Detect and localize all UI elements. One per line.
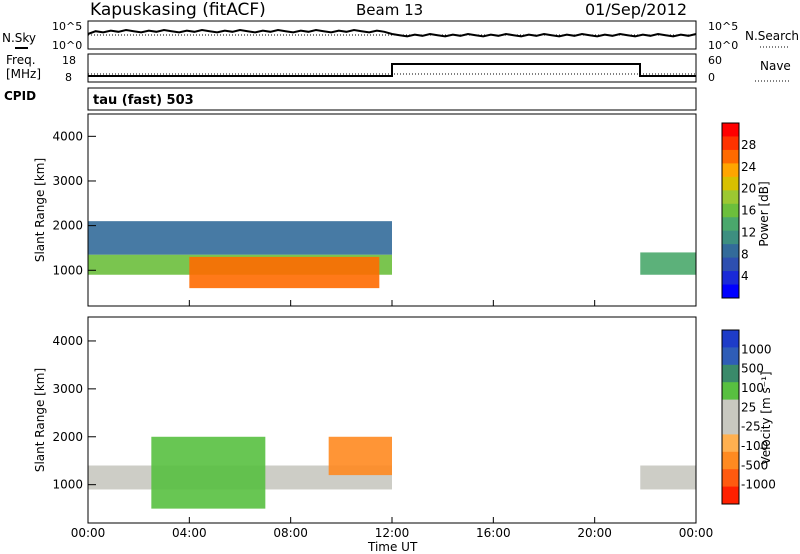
power-cbar-label: Power [dB] xyxy=(757,181,771,246)
nave-tick-bottom: 0 xyxy=(708,71,715,84)
power-heat-cell-2 xyxy=(189,256,380,289)
vel-ticks-label-1: 3000 xyxy=(52,382,83,396)
power-cbar-swatch-12 xyxy=(722,284,739,299)
velocity-colorbar: 1000 500 100 25 -25 -100 -500 -1000 xyxy=(721,329,776,505)
nave-label: Nave xyxy=(760,59,791,73)
power-cbar-tick-2: 20 xyxy=(741,182,756,196)
power-colorbar: 28 24 20 16 12 8 4 xyxy=(721,122,756,299)
power-cbar-tick-5: 8 xyxy=(741,247,749,261)
vel-heat-cell-1 xyxy=(151,436,266,509)
power-cbar-swatch-2 xyxy=(722,149,739,164)
power-cbar-swatch-5 xyxy=(722,190,739,205)
vel-cbar-frame xyxy=(721,329,740,505)
vel-cbar-swatch-2 xyxy=(722,364,739,383)
power-ticks-label-2: 2000 xyxy=(52,219,83,233)
freq-tick-top: 18 xyxy=(62,54,76,67)
power-cbar-swatch-3 xyxy=(722,163,739,178)
station-title: Kapuskasing (fitACF) xyxy=(90,0,266,20)
power-panel: 4000 3000 2000 1000 Slant Range [km] 28 24 20… xyxy=(33,113,771,307)
x-tick-label-5: 20:00 xyxy=(577,526,612,540)
vel-cbar-swatch-9 xyxy=(722,486,739,505)
x-axis-tick-labels: 00:00 04:00 08:00 12:00 16:00 20:00 00:00 xyxy=(71,300,714,540)
power-axis-ticks: 4000 3000 2000 1000 xyxy=(52,129,96,277)
power-cbar-tick-1: 24 xyxy=(741,160,756,174)
freq-label: Freq. xyxy=(6,53,36,67)
vel-cbar-swatch-7 xyxy=(722,451,739,470)
vel-cbar-swatch-0 xyxy=(722,330,739,348)
vel-cbar-tick-3: 25 xyxy=(741,400,756,414)
freq-tick-bottom: 8 xyxy=(65,71,72,84)
velocity-ylabel: Slant Range [km] xyxy=(33,368,47,472)
power-ticks-label-1: 3000 xyxy=(52,174,83,188)
power-cbar-swatch-8 xyxy=(722,230,739,245)
power-cbar-tick-4: 12 xyxy=(741,225,756,239)
vel-cbar-tick-6: -500 xyxy=(741,458,768,472)
noise-tick-top-left: 10^5 xyxy=(52,20,82,33)
power-cbar-swatch-7 xyxy=(722,217,739,232)
freq-unit-label: [MHz] xyxy=(6,67,41,81)
vel-cbar-swatch-8 xyxy=(722,469,739,488)
noise-tick-top-right: 10^5 xyxy=(708,20,738,33)
x-tick-label-0: 00:00 xyxy=(71,526,106,540)
cpid-text: tau (fast) 503 xyxy=(93,93,194,108)
velocity-axis-ticks: 4000 3000 2000 1000 xyxy=(52,334,96,492)
date-title: 01/Sep/2012 xyxy=(585,0,687,19)
power-heat-cell-1 xyxy=(88,221,392,255)
vel-cbar-swatch-5 xyxy=(722,417,739,435)
vel-cbar-swatch-4 xyxy=(722,399,739,418)
vel-cbar-tick-1: 500 xyxy=(741,362,764,376)
x-tick-label-2: 08:00 xyxy=(273,526,308,540)
power-cbar-tick-3: 16 xyxy=(741,204,756,218)
power-cbar-frame xyxy=(721,122,740,299)
power-heatmap xyxy=(88,221,696,289)
power-cbar-swatch-9 xyxy=(722,244,739,259)
x-tick-label-1: 04:00 xyxy=(172,526,207,540)
beam-title: Beam 13 xyxy=(356,1,423,19)
power-cbar-tick-6: 4 xyxy=(741,269,749,283)
power-heat-cell-3 xyxy=(640,252,696,275)
vel-heat-cell-2 xyxy=(328,436,392,476)
velocity-heatmap xyxy=(88,436,696,509)
vel-cbar-tick-0: 1000 xyxy=(741,342,772,356)
power-cbar-swatch-6 xyxy=(722,203,739,218)
noise-tick-bottom-left: 10^0 xyxy=(52,39,82,52)
noise-sky-line xyxy=(87,28,697,38)
vel-ticks-label-2: 2000 xyxy=(52,430,83,444)
nsky-label: N.Sky xyxy=(2,31,36,45)
power-cbar-tick-0: 28 xyxy=(741,138,756,152)
vel-cbar-tick-7: -1000 xyxy=(741,478,776,492)
freq-strip-frame xyxy=(87,53,697,83)
x-axis-title: Time UT xyxy=(367,540,418,554)
x-tick-label-3: 12:00 xyxy=(375,526,410,540)
nsearch-label: N.Search xyxy=(745,29,799,43)
power-frame xyxy=(87,113,697,307)
nave-tick-top: 60 xyxy=(708,54,722,67)
vel-ticks-label-0: 4000 xyxy=(52,334,83,348)
power-ticks-label-0: 4000 xyxy=(52,129,83,143)
vel-ticks-label-3: 1000 xyxy=(52,478,83,492)
vel-heat-cell-3 xyxy=(640,465,696,490)
velocity-cbar-label: Velocity [m s⁻¹] xyxy=(759,371,773,464)
vel-cbar-tick-2: 100 xyxy=(741,381,764,395)
power-ylabel: Slant Range [km] xyxy=(33,158,47,262)
vel-cbar-swatch-6 xyxy=(722,434,739,453)
vel-cbar-tick-4: -25 xyxy=(741,420,761,434)
power-ticks-label-3: 1000 xyxy=(52,263,83,277)
noise-tick-bottom-right: 10^0 xyxy=(708,39,738,52)
vel-cbar-tick-5: -100 xyxy=(741,439,768,453)
power-cbar-swatch-11 xyxy=(722,271,739,286)
power-cbar-swatch-10 xyxy=(722,257,739,272)
nave-line xyxy=(88,63,696,77)
power-cbar-swatch-1 xyxy=(722,136,739,151)
x-tick-label-4: 16:00 xyxy=(476,526,511,540)
x-tick-label-6: 00:00 xyxy=(679,526,714,540)
cpid-frame xyxy=(87,87,697,111)
power-cbar-swatch-0 xyxy=(722,123,739,137)
velocity-panel: 4000 3000 2000 1000 Slant Range [km] 1000 50… xyxy=(33,316,776,524)
vel-cbar-swatch-3 xyxy=(722,382,739,401)
vel-cbar-swatch-1 xyxy=(722,347,739,366)
cpid-label: CPID xyxy=(4,89,36,103)
power-cbar-swatch-4 xyxy=(722,176,739,191)
